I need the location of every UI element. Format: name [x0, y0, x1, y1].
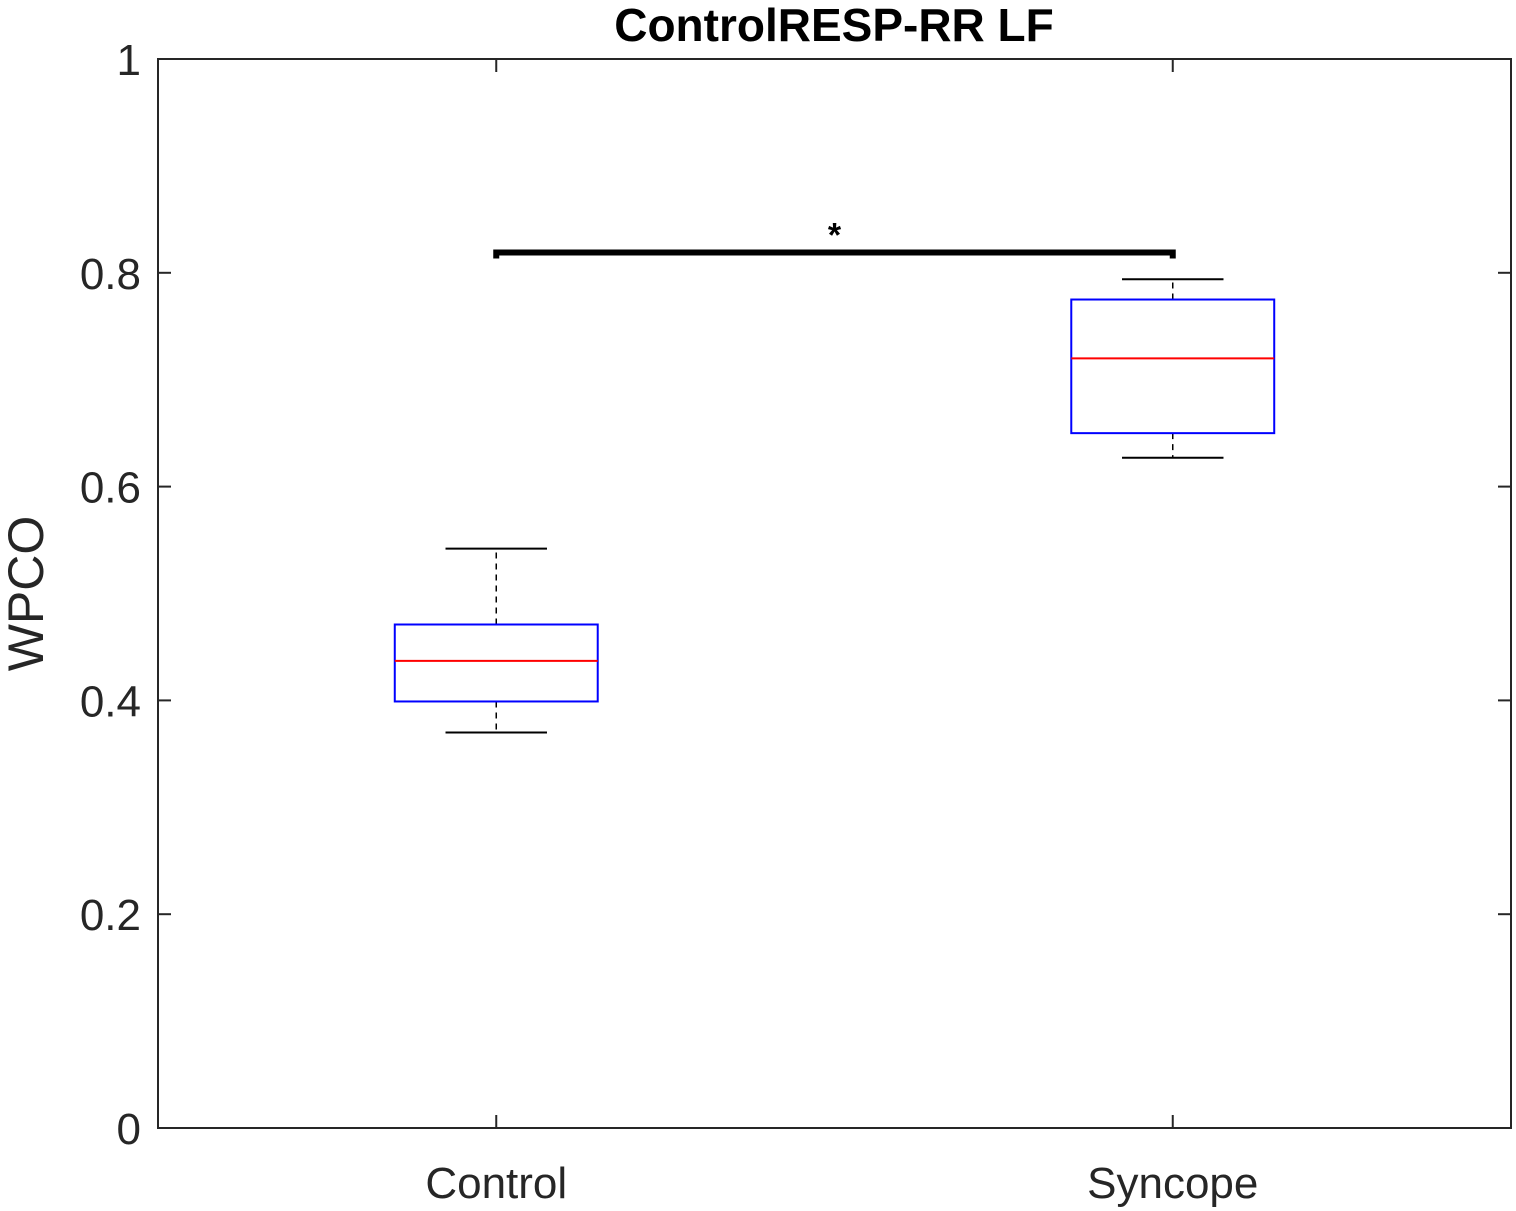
y-tick-label: 1	[117, 36, 141, 85]
axis-ticks: 0 0.2 0.4 0.6 0.8 1 Control Syncope	[80, 36, 1511, 1208]
x-tick-label: Control	[425, 1159, 567, 1208]
y-tick-label: 0.2	[80, 891, 141, 940]
x-tick-label: Syncope	[1087, 1159, 1258, 1208]
box-control	[393, 547, 599, 734]
significance-label: *	[828, 216, 842, 254]
y-tick-label: 0	[117, 1105, 141, 1154]
iqr-box	[393, 623, 599, 703]
significance-bracket	[493, 249, 1176, 259]
y-tick-label: 0.4	[80, 677, 141, 726]
plot-frame	[157, 58, 1512, 1129]
boxes	[393, 278, 1276, 734]
y-tick-label: 0.8	[80, 250, 141, 299]
chart-title: ControlRESP-RR LF	[614, 0, 1054, 51]
box-syncope	[1070, 278, 1276, 459]
iqr-box	[1070, 298, 1276, 435]
significance-bracket-group: *	[493, 216, 1176, 259]
y-axis-label: WPCO	[0, 516, 54, 672]
y-tick-label: 0.6	[80, 464, 141, 513]
